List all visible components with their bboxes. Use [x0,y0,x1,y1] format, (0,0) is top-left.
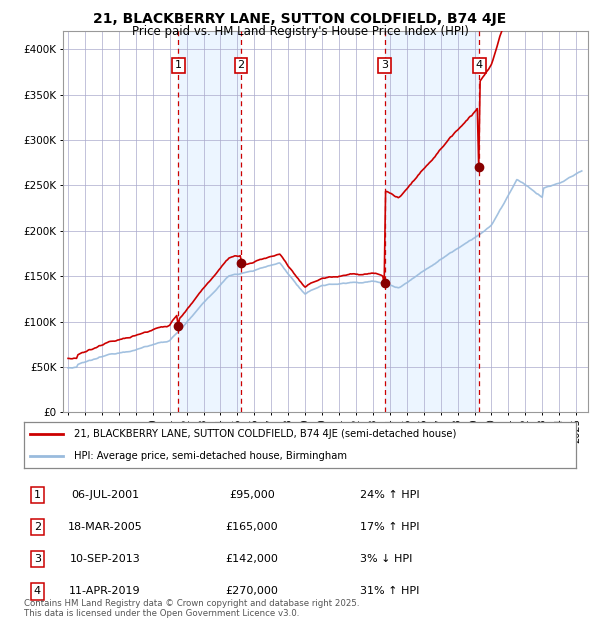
Bar [385,31,479,412]
Text: 4: 4 [476,60,483,70]
Text: 10-SEP-2013: 10-SEP-2013 [70,554,140,564]
Text: 2: 2 [34,522,41,532]
Text: £165,000: £165,000 [226,522,278,532]
Text: 21, BLACKBERRY LANE, SUTTON COLDFIELD, B74 4JE: 21, BLACKBERRY LANE, SUTTON COLDFIELD, B… [94,12,506,27]
Text: Price paid vs. HM Land Registry's House Price Index (HPI): Price paid vs. HM Land Registry's House … [131,25,469,38]
Text: 3: 3 [34,554,41,564]
Text: 21, BLACKBERRY LANE, SUTTON COLDFIELD, B74 4JE (semi-detached house): 21, BLACKBERRY LANE, SUTTON COLDFIELD, B… [74,429,456,439]
Text: 17% ↑ HPI: 17% ↑ HPI [360,522,419,532]
Text: 11-APR-2019: 11-APR-2019 [69,587,141,596]
Text: £270,000: £270,000 [226,587,278,596]
Text: 24% ↑ HPI: 24% ↑ HPI [360,490,419,500]
Text: 31% ↑ HPI: 31% ↑ HPI [360,587,419,596]
Text: 18-MAR-2005: 18-MAR-2005 [68,522,142,532]
Text: 3: 3 [381,60,388,70]
Text: 4: 4 [34,587,41,596]
Text: 2: 2 [238,60,245,70]
Text: £95,000: £95,000 [229,490,275,500]
Text: 3% ↓ HPI: 3% ↓ HPI [360,554,412,564]
Text: 06-JUL-2001: 06-JUL-2001 [71,490,139,500]
Text: 1: 1 [175,60,182,70]
Text: Contains HM Land Registry data © Crown copyright and database right 2025.
This d: Contains HM Land Registry data © Crown c… [24,599,359,618]
Bar [178,31,241,412]
Text: £142,000: £142,000 [226,554,278,564]
Text: HPI: Average price, semi-detached house, Birmingham: HPI: Average price, semi-detached house,… [74,451,347,461]
Text: 1: 1 [34,490,41,500]
